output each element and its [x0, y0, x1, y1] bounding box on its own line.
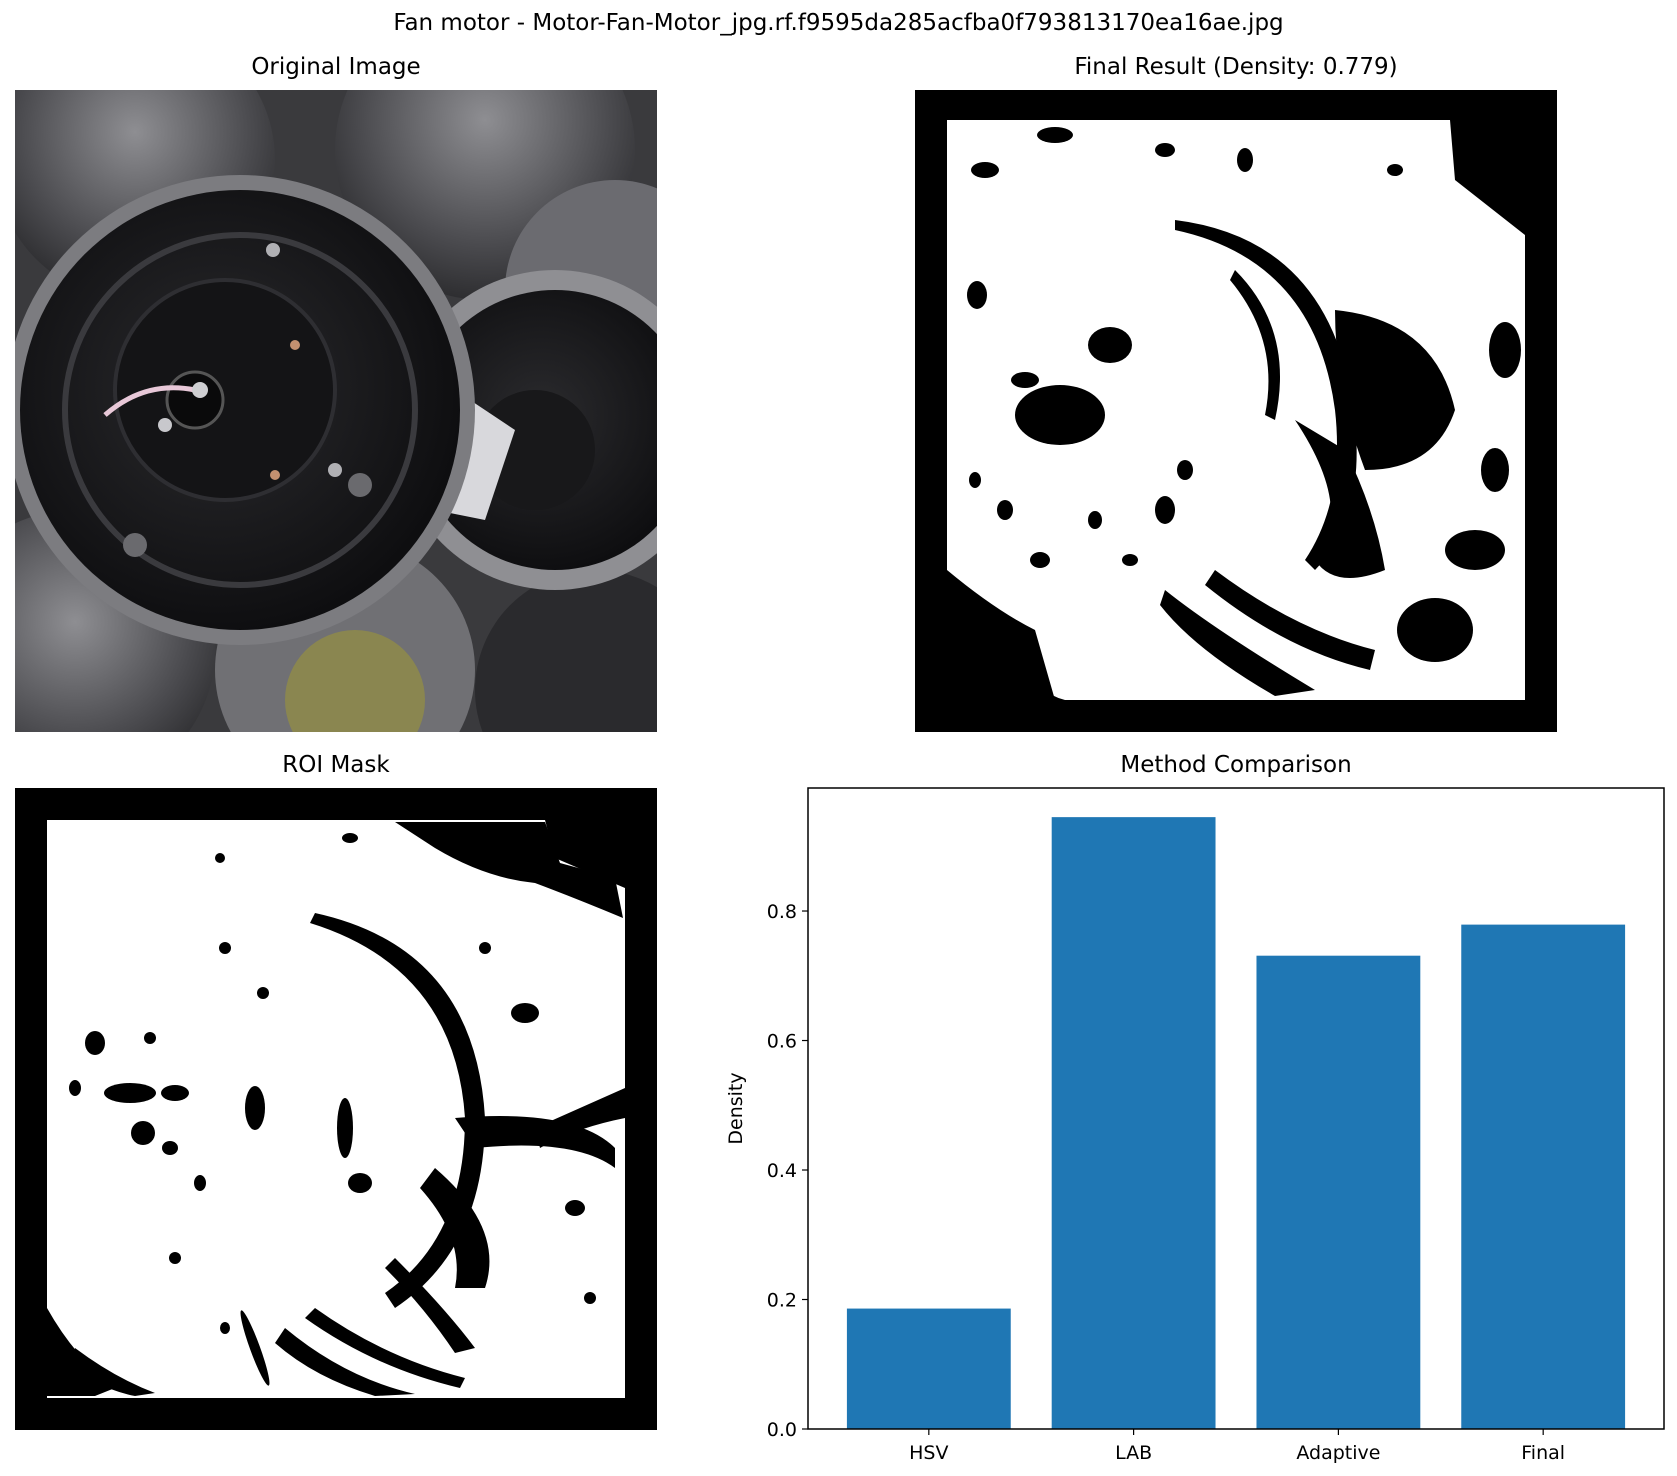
- roi-mask: [15, 788, 657, 1430]
- original-image-title: Original Image: [251, 54, 421, 80]
- y-tick-label: 0.0: [767, 1419, 797, 1441]
- y-tick-label: 0.8: [767, 901, 797, 923]
- y-tick-label: 0.4: [767, 1160, 797, 1182]
- method-comparison-title: Method Comparison: [1120, 752, 1352, 778]
- x-tick-label: LAB: [1115, 1442, 1152, 1464]
- y-tick-label: 0.2: [767, 1290, 797, 1312]
- plot-frame: [807, 787, 1665, 1430]
- final-result-mask: [915, 90, 1557, 732]
- original-image: [15, 90, 657, 732]
- bar-hsv: [846, 1308, 1011, 1429]
- bar-lab: [1051, 817, 1216, 1429]
- y-tick-label: 0.6: [767, 1031, 797, 1053]
- figure-title: Fan motor - Motor-Fan-Motor_jpg.rf.f9595…: [393, 10, 1284, 36]
- bar-adaptive: [1256, 955, 1421, 1429]
- roi-mask-title: ROI Mask: [282, 752, 390, 778]
- x-tick-label: Adaptive: [1296, 1442, 1380, 1464]
- x-tick-label: Final: [1521, 1442, 1565, 1464]
- y-axis-label: Density: [725, 1072, 747, 1144]
- bar-final: [1461, 924, 1626, 1429]
- x-tick-label: HSV: [909, 1442, 948, 1464]
- final-result-title: Final Result (Density: 0.779): [1074, 54, 1398, 80]
